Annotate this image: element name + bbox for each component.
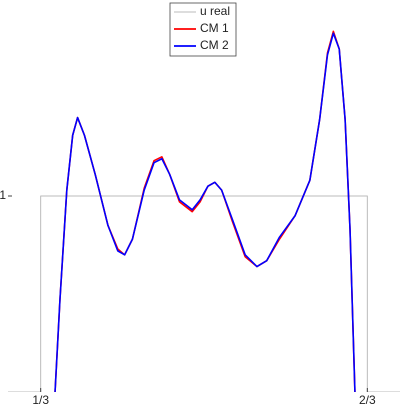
line-series [8, 195, 400, 392]
y-tick-label: 1 [0, 188, 6, 202]
x-tick-label: 2/3 [359, 393, 376, 407]
legend-label: CM 1 [200, 21, 229, 35]
x-tick-label: 1/3 [32, 393, 49, 407]
legend-label: CM 2 [200, 38, 229, 52]
legend-label: u real [200, 4, 230, 18]
line-series [54, 32, 356, 392]
legend: u real CM 1 CM 2 [169, 2, 237, 57]
plot-area [8, 30, 400, 392]
line-series [54, 30, 356, 392]
